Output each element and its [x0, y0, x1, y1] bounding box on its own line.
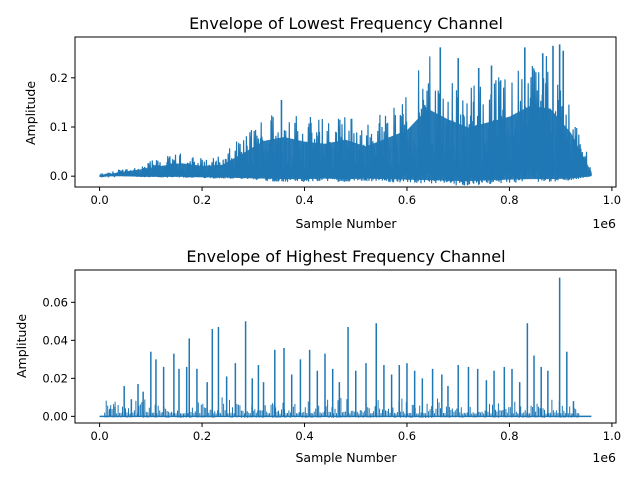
x-tick-label: 0.8	[500, 429, 518, 443]
x-tick-label: 1.0	[603, 193, 621, 207]
x-tick-label: 0.2	[193, 193, 211, 207]
chart-2-plot-area	[99, 277, 592, 418]
x-tick-label: 0.6	[398, 429, 416, 443]
chart-1-x-ticks: 0.0 0.2 0.4 0.6 0.8 1.0	[90, 187, 621, 207]
chart-lowest-frequency: Envelope of Lowest Frequency Channel 0.0…	[23, 14, 621, 231]
x-tick-label: 0.8	[500, 193, 518, 207]
y-tick-label: 0.06	[42, 295, 68, 309]
y-tick-label: 0.00	[42, 409, 68, 423]
chart-1-x-axis-label: Sample Number	[295, 216, 397, 231]
y-tick-label: 0.04	[42, 333, 68, 347]
x-tick-label: 0.2	[193, 429, 211, 443]
x-tick-label: 0.0	[90, 193, 108, 207]
x-tick-label: 0.0	[90, 429, 108, 443]
noise-trace	[104, 397, 580, 418]
chart-2-title: Envelope of Highest Frequency Channel	[186, 247, 505, 266]
chart-1-y-axis-label: Amplitude	[23, 81, 38, 145]
chart-1-x-offset-label: 1e6	[592, 216, 616, 231]
y-tick-label: 0.0	[50, 169, 68, 183]
chart-1-title: Envelope of Lowest Frequency Channel	[189, 14, 503, 33]
chart-1-y-ticks: 0.0 0.1 0.2	[50, 71, 75, 183]
x-tick-label: 0.4	[295, 193, 313, 207]
chart-2-x-offset-label: 1e6	[592, 450, 616, 465]
chart-2-axes-frame	[74, 269, 617, 424]
chart-2-y-ticks: 0.00 0.02 0.04 0.06	[42, 295, 75, 423]
x-tick-label: 1.0	[603, 429, 621, 443]
chart-1-plot-area	[99, 44, 592, 186]
envelope-line	[99, 56, 592, 186]
chart-2-x-axis-label: Sample Number	[295, 450, 397, 465]
chart-1-axes-frame	[74, 36, 617, 188]
x-tick-label: 0.4	[295, 429, 313, 443]
chart-highest-frequency: Envelope of Highest Frequency Channel 0.…	[14, 247, 621, 465]
chart-2-y-axis-label: Amplitude	[14, 314, 29, 378]
x-tick-label: 0.6	[398, 193, 416, 207]
y-tick-label: 0.2	[50, 71, 68, 85]
y-tick-label: 0.1	[50, 120, 68, 134]
chart-2-x-ticks: 0.0 0.2 0.4 0.6 0.8 1.0	[90, 423, 621, 443]
y-tick-label: 0.02	[42, 371, 68, 385]
